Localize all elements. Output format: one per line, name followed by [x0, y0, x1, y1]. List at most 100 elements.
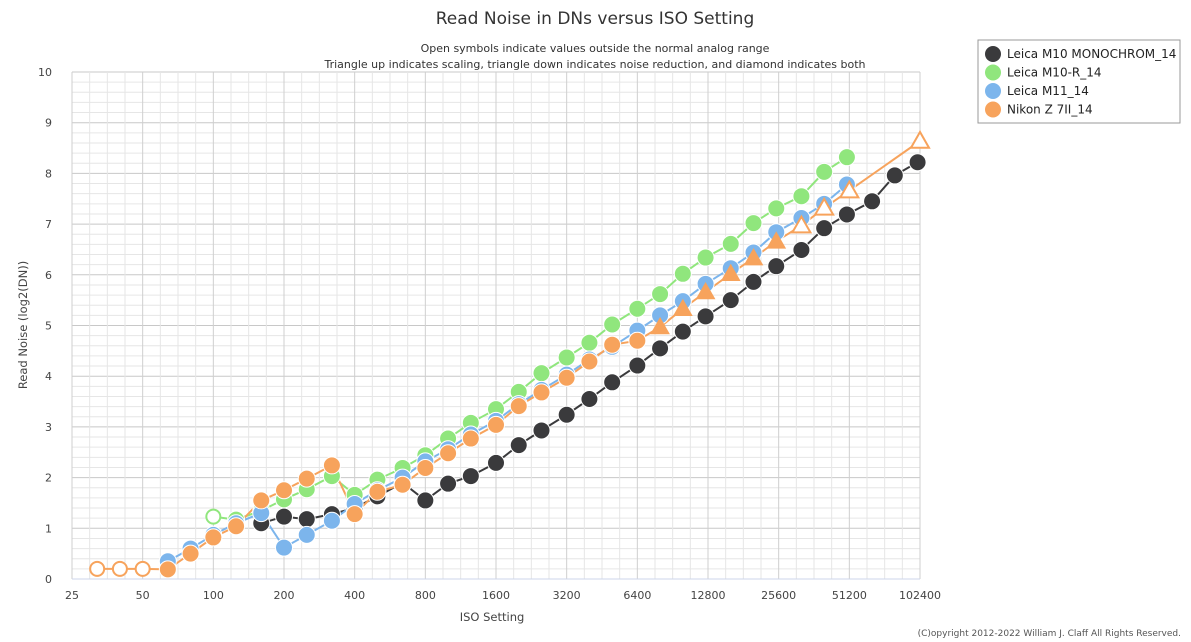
x-tick-label: 50: [136, 589, 150, 602]
series-0-point: [557, 405, 576, 424]
series-3-point: [790, 214, 813, 234]
series-1-point: [651, 285, 670, 304]
series-1-point: [744, 214, 763, 233]
series-3-point: [227, 517, 246, 536]
grid: [71, 71, 921, 580]
series-3-point: [838, 179, 861, 199]
series-0-point: [885, 166, 904, 185]
legend: Leica M10 MONOCHROM_14 Leica M10-R_14 Leic…: [977, 39, 1181, 124]
series-2-line: [167, 183, 848, 563]
series-0-point: [487, 453, 505, 472]
x-tick-label: 1600: [482, 589, 510, 602]
series-0-point: [509, 436, 528, 455]
x-tick-label: 25: [65, 589, 79, 602]
series-0-point: [792, 240, 811, 259]
x-tick-label: 51200: [832, 589, 867, 602]
series-1-point: [815, 162, 834, 181]
series-2-point: [275, 538, 293, 557]
x-tick-label: 25600: [761, 589, 796, 602]
legend-marker-3: [985, 101, 1001, 118]
series-0-point: [767, 257, 786, 276]
y-tick-label: 4: [45, 370, 52, 383]
legend-marker-2: [985, 83, 1001, 99]
series-3-point: [89, 560, 106, 577]
x-tick-label: 200: [274, 589, 295, 602]
legend-label-0: Leica M10 MONOCHROM_14: [1007, 47, 1176, 61]
series-3-point: [603, 335, 622, 354]
series-3-point: [345, 505, 364, 524]
series-1-point: [767, 199, 786, 218]
series-1-point: [557, 348, 576, 367]
series-1-point: [580, 333, 599, 352]
series-3-point: [204, 528, 223, 547]
series-3-point: [909, 129, 931, 149]
x-tick-label: 102400: [899, 589, 941, 602]
y-tick-label: 7: [45, 218, 52, 231]
series-1-point: [837, 148, 856, 167]
series-3-point: [297, 469, 316, 488]
series-1-point: [532, 364, 551, 383]
legend-marker-0: [985, 46, 1001, 62]
legend-box: [977, 39, 1181, 124]
x-axis-label: ISO Setting: [460, 610, 525, 624]
series-3-point: [439, 444, 458, 463]
series-3-point: [487, 415, 505, 434]
series-1-point: [696, 248, 715, 267]
series-3-point: [181, 544, 200, 563]
series-3-point: [461, 429, 480, 448]
series-3-point: [557, 368, 576, 387]
x-tick-label: 3200: [553, 589, 581, 602]
y-tick-label: 3: [45, 421, 52, 434]
series-0-point: [651, 339, 670, 358]
chart-subtitle-line-1: Open symbols indicate values outside the…: [421, 42, 770, 55]
legend-label-3: Nikon Z 7II_14: [1007, 103, 1093, 117]
series-1-point: [673, 264, 692, 283]
series-3-point: [134, 560, 151, 577]
chart-subtitle-line-2: Triangle up indicates scaling, triangle …: [323, 58, 865, 71]
series-3-point: [628, 331, 647, 350]
series-0-point: [580, 390, 599, 409]
series-2-point: [297, 525, 316, 544]
series-3-point: [532, 383, 551, 402]
series-0-point: [439, 474, 458, 493]
x-tick-label: 400: [344, 589, 365, 602]
chart-title: Read Noise in DNs versus ISO Setting: [436, 9, 755, 29]
series-0-point: [275, 507, 293, 526]
series-1-point: [603, 315, 622, 334]
series-0-point: [837, 205, 856, 224]
y-tick-label: 10: [38, 66, 52, 79]
series-0-point: [532, 421, 551, 440]
y-tick-label: 2: [45, 472, 52, 485]
y-axis-label: Read Noise (log2(DN)): [16, 261, 30, 389]
series-0-point: [416, 491, 435, 510]
x-tick-label: 100: [203, 589, 224, 602]
series-1-point: [721, 234, 740, 253]
series-0-point: [721, 291, 740, 310]
series: [89, 129, 931, 579]
series-3-point: [720, 263, 741, 282]
legend-label-2: Leica M11_14: [1007, 84, 1089, 98]
series-3-point: [766, 231, 787, 249]
series-1-point: [205, 508, 222, 525]
series-3-point: [416, 458, 435, 477]
series-3-point: [813, 196, 835, 216]
series-2-point: [322, 511, 341, 530]
axes: 25 50 100 200 400 800 1600 3200 6400 12800 25600 51…: [38, 66, 941, 602]
x-tick-label: 800: [415, 589, 436, 602]
series-3-point: [509, 397, 528, 416]
series-3-point: [111, 560, 128, 577]
series-1-point: [628, 299, 647, 318]
y-tick-label: 6: [45, 269, 52, 282]
y-tick-label: 5: [45, 320, 52, 333]
series-0-point: [815, 219, 834, 238]
y-tick-label: 8: [45, 167, 52, 180]
series-3-point: [322, 456, 341, 475]
series-0-point: [908, 153, 927, 172]
series-3-line: [97, 140, 921, 571]
series-3-point: [650, 317, 670, 335]
series-0-point: [696, 307, 715, 326]
series-0-point: [863, 192, 882, 211]
series-0-point: [603, 373, 622, 392]
x-tick-label: 12800: [691, 589, 726, 602]
